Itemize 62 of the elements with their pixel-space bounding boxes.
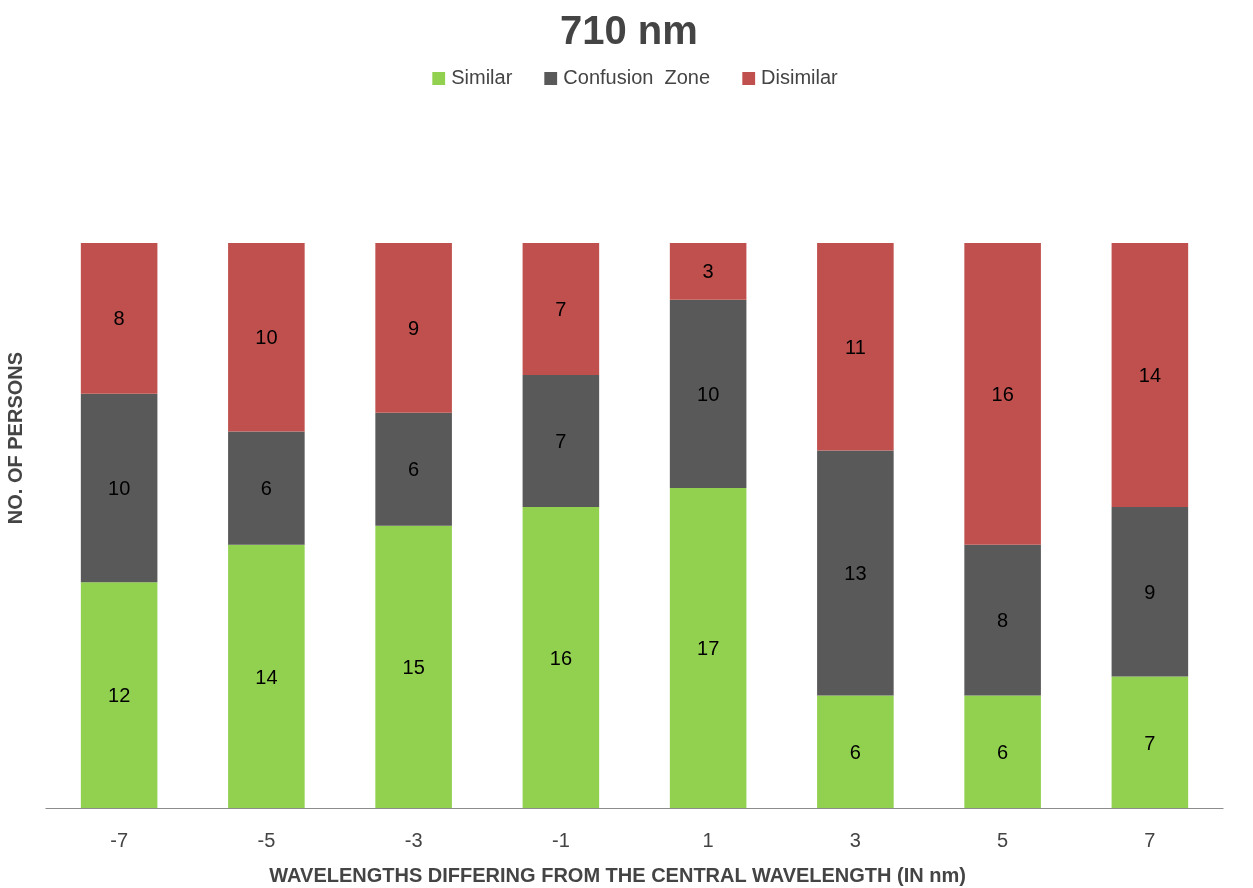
bar [522, 375, 600, 507]
bar [80, 393, 158, 583]
data-label: 12 [108, 684, 131, 707]
data-label: 16 [991, 382, 1014, 405]
bar [1111, 506, 1189, 677]
bar [80, 582, 158, 809]
bar [80, 243, 158, 394]
x-tick-label: -5 [257, 828, 276, 851]
bar [669, 488, 747, 809]
bar [817, 450, 894, 696]
data-label: 10 [697, 382, 720, 405]
chart-title: 710 nm [560, 7, 698, 52]
bar [964, 243, 1041, 545]
data-label: 13 [844, 561, 867, 584]
data-label: 14 [255, 665, 278, 688]
data-label: 7 [555, 298, 567, 321]
bar [228, 243, 305, 432]
bar [228, 544, 305, 809]
data-label: 6 [849, 740, 861, 763]
data-label: 3 [702, 260, 714, 283]
bar [964, 544, 1041, 696]
x-tick-label: 5 [997, 828, 1009, 851]
bar [669, 299, 747, 489]
data-label: 16 [549, 646, 572, 669]
data-label: 11 [844, 335, 866, 358]
bar [228, 431, 305, 545]
bar [375, 412, 452, 526]
bar [1111, 676, 1189, 809]
data-label: 17 [697, 637, 720, 660]
legend-label: Similar [451, 66, 513, 89]
bar [375, 243, 452, 413]
bar [522, 243, 600, 376]
legend-label: Confusion Zone [563, 66, 711, 89]
x-axis-title: WAVELENGTHS DIFFERING FROM THE CENTRAL WAVELENGTH (IN nm) [269, 863, 966, 886]
data-label: 6 [260, 477, 272, 500]
bar [817, 243, 894, 451]
bar [964, 695, 1041, 809]
x-tick-label: 7 [1144, 828, 1156, 851]
legend-label: Disimilar [761, 66, 838, 89]
x-tick-label: -1 [551, 828, 570, 851]
data-label: 6 [997, 740, 1009, 763]
bar [522, 506, 600, 809]
data-label: 6 [408, 458, 420, 481]
x-tick-label: 3 [849, 828, 861, 851]
data-label: 10 [255, 326, 278, 349]
data-label: 8 [113, 307, 125, 330]
bar [375, 525, 452, 809]
bar [669, 243, 747, 300]
y-axis-title: NO. OF PERSONS [3, 351, 26, 525]
bar [1111, 243, 1189, 507]
data-label: 15 [402, 656, 425, 679]
data-label: 7 [555, 429, 567, 452]
data-label: 14 [1138, 364, 1161, 387]
data-label: 9 [1144, 580, 1156, 603]
data-label: 10 [108, 477, 131, 500]
x-tick-label: 1 [702, 828, 714, 851]
x-tick-label: -3 [404, 828, 423, 851]
x-tick-label: -7 [110, 828, 129, 851]
data-label: 9 [408, 316, 420, 339]
data-label: 8 [997, 609, 1009, 632]
bar [817, 695, 894, 809]
data-label: 7 [1144, 731, 1156, 754]
